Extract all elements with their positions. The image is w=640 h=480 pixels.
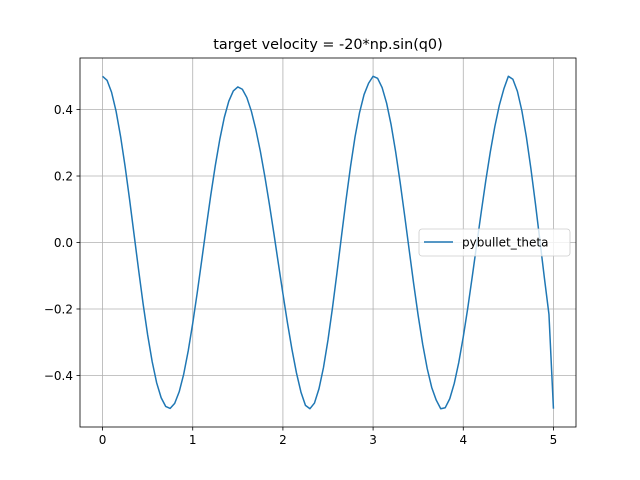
y-tick-label: −0.2 <box>44 302 73 316</box>
y-axis-ticks: 0.4 0.2 0.0 −0.2 −0.4 <box>44 103 80 383</box>
x-tick-label: 0 <box>99 433 107 447</box>
legend-label-pybullet_theta: pybullet_theta <box>462 236 548 250</box>
y-tick-label: −0.4 <box>44 369 73 383</box>
y-tick-label: 0.0 <box>54 236 73 250</box>
x-tick-label: 5 <box>550 433 558 447</box>
legend-box <box>418 228 571 257</box>
y-tick-label: 0.2 <box>54 170 73 184</box>
x-tick-label: 1 <box>189 433 197 447</box>
x-tick-label: 4 <box>459 433 467 447</box>
chart-title: target velocity = -20*np.sin(q0) <box>213 37 442 53</box>
x-axis-ticks: 0 1 2 3 4 5 <box>99 427 558 447</box>
x-tick-label: 2 <box>279 433 287 447</box>
y-tick-label: 0.4 <box>54 103 73 117</box>
legend: pybullet_theta <box>418 228 571 257</box>
x-tick-label: 3 <box>369 433 377 447</box>
